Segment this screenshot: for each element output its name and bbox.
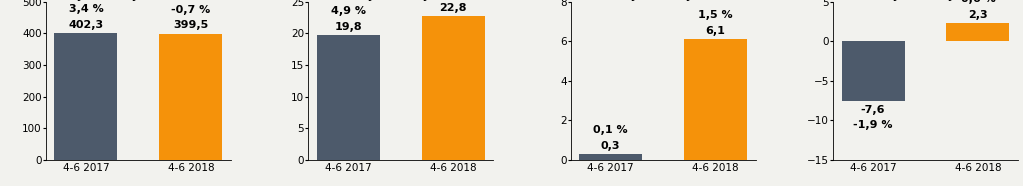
Text: -1,9 %: -1,9 % [853, 121, 893, 130]
Bar [317, 35, 380, 160]
Text: 0,3: 0,3 [601, 141, 620, 151]
Text: 399,5: 399,5 [173, 20, 209, 31]
Text: 1,5 %: 1,5 % [699, 10, 732, 20]
Title: Oikaistu käyttökate
milj. euroa ja %: Oikaistu käyttökate milj. euroa ja % [336, 0, 465, 1]
Text: 2,3: 2,3 [968, 10, 988, 20]
Text: 4,9 %: 4,9 % [330, 6, 366, 16]
Bar [946, 23, 1010, 41]
Text: 19,8: 19,8 [335, 22, 362, 32]
Text: 402,3: 402,3 [69, 20, 103, 30]
Text: -0,7 %: -0,7 % [171, 5, 211, 15]
Bar [160, 34, 222, 160]
Bar [842, 41, 904, 102]
Title: Oikaistu liiketulos
milj. euroa ja %: Oikaistu liiketulos milj. euroa ja % [604, 0, 722, 1]
Text: 22,8: 22,8 [440, 3, 468, 13]
Title: Liiketulos
milj. euroa ja %: Liiketulos milj. euroa ja % [874, 0, 977, 1]
Text: 0,6 %: 0,6 % [961, 0, 995, 4]
Bar [579, 154, 642, 160]
Text: 0,1 %: 0,1 % [593, 125, 628, 135]
Text: 3,4 %: 3,4 % [69, 4, 103, 14]
Text: -7,6: -7,6 [860, 105, 885, 115]
Text: 6,1: 6,1 [706, 26, 725, 36]
Bar [684, 39, 747, 160]
Bar [421, 16, 485, 160]
Bar [54, 33, 118, 160]
Title: Liikevaihto
milj. euroa ja muutos, %: Liikevaihto milj. euroa ja muutos, % [58, 0, 219, 1]
